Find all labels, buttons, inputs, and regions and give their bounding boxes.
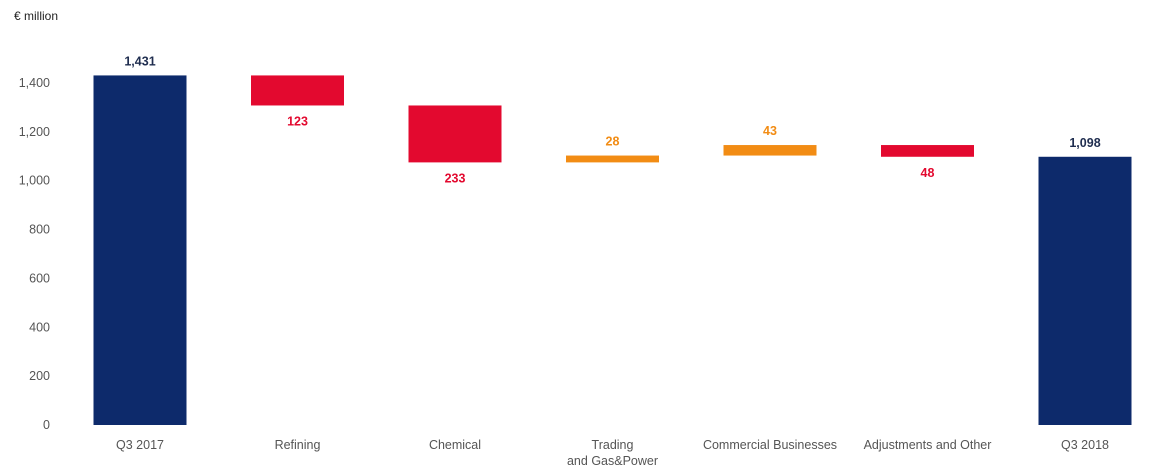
x-category-label: and Gas&Power — [567, 454, 658, 468]
bar-trading-and-gas-power — [566, 155, 659, 163]
y-tick-label: 1,200 — [19, 125, 50, 139]
y-tick-label: 600 — [29, 271, 50, 285]
bar-q3-2017 — [93, 75, 187, 426]
x-category-label: Adjustments and Other — [864, 438, 992, 452]
x-category-label: Trading — [592, 438, 634, 452]
data-label: 48 — [921, 166, 935, 180]
bar-chemical — [408, 105, 502, 163]
data-label: 1,098 — [1069, 136, 1100, 150]
y-tick-label: 800 — [29, 223, 50, 237]
x-category-label: Commercial Businesses — [703, 438, 837, 452]
x-category-label: Q3 2017 — [116, 438, 164, 452]
bar-refining — [251, 75, 344, 106]
x-axis: Q3 2017 Refining Chemical Trading and Gas&Po… — [116, 438, 1109, 468]
y-axis: 0 200 400 600 800 1,000 1,200 1,400 — [19, 76, 50, 432]
data-label: 123 — [287, 114, 308, 128]
data-label: 233 — [445, 171, 466, 185]
data-label: 43 — [763, 124, 777, 138]
y-tick-label: 1,400 — [19, 76, 50, 90]
bars-group — [93, 75, 1132, 426]
y-tick-label: 0 — [43, 418, 50, 432]
x-category-label: Chemical — [429, 438, 481, 452]
y-tick-label: 400 — [29, 320, 50, 334]
data-label: 1,431 — [124, 54, 155, 68]
x-category-label: Refining — [275, 438, 321, 452]
y-tick-label: 1,000 — [19, 174, 50, 188]
unit-label: € million — [14, 9, 58, 23]
x-category-label: Q3 2018 — [1061, 438, 1109, 452]
bar-adjustments-and-other — [881, 145, 974, 157]
bar-q3-2018 — [1038, 156, 1132, 425]
data-label: 28 — [606, 135, 620, 149]
data-labels-group: 1,431 123 233 28 43 48 1,098 — [124, 54, 1100, 185]
bar-commercial-businesses — [723, 145, 817, 156]
y-tick-label: 200 — [29, 369, 50, 383]
